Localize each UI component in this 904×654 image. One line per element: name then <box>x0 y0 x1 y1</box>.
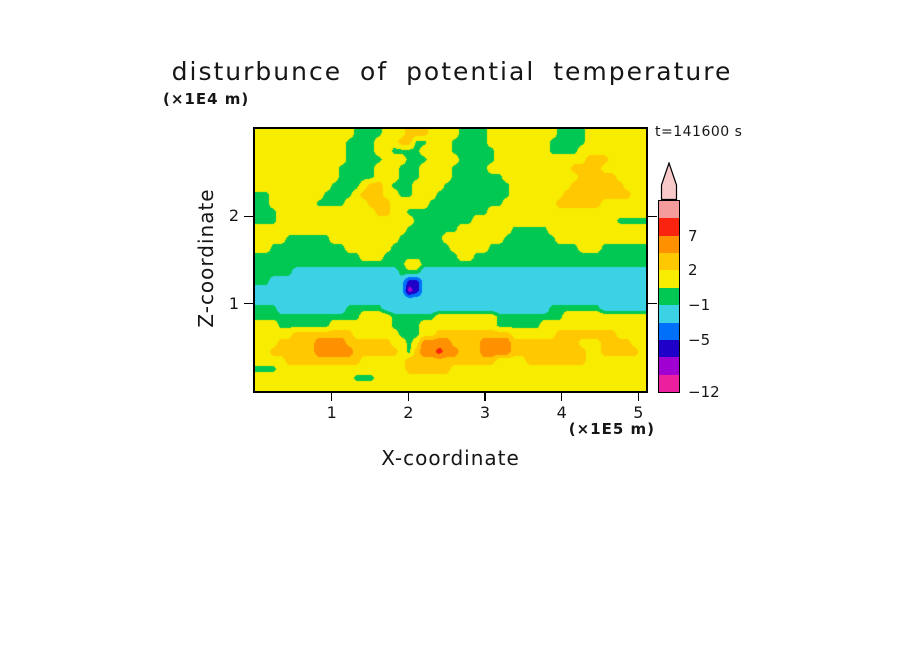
x-axis-label: X-coordinate <box>381 446 520 470</box>
x-axis-tick <box>407 393 410 401</box>
x-axis-unit: (×1E5 m) <box>568 420 655 438</box>
x-axis-tick <box>560 393 563 401</box>
colorbar-block <box>659 235 679 254</box>
colorbar-block <box>659 201 679 219</box>
y-axis-tick-right <box>648 302 657 305</box>
colorbar-block <box>659 218 679 236</box>
colorbar-block <box>659 322 679 340</box>
colorbar-block <box>659 374 679 392</box>
x-axis-tick <box>637 393 640 401</box>
x-axis-tick <box>330 393 333 401</box>
x-axis-tick-label: 4 <box>556 403 567 422</box>
y-axis-unit: (×1E4 m) <box>163 90 250 108</box>
colorbar-tick-label: −5 <box>688 330 711 349</box>
colorbar-block <box>659 339 679 358</box>
plot-area <box>253 127 648 393</box>
x-axis-tick-label: 1 <box>326 403 337 422</box>
colorbar <box>658 200 680 393</box>
y-axis-tick-label: 1 <box>228 293 239 313</box>
plot-title: disturbunce of potential temperature <box>171 57 733 86</box>
y-axis-tick-right <box>648 215 657 218</box>
colorbar-block <box>659 287 679 306</box>
x-axis-tick-label: 2 <box>403 403 414 422</box>
colorbar-block <box>659 357 679 375</box>
y-axis-tick <box>244 302 253 305</box>
colorbar-block <box>659 253 679 271</box>
x-axis-tick-label: 5 <box>633 403 644 422</box>
x-axis-tick-label: 3 <box>479 403 491 422</box>
y-axis-tick-label: 2 <box>228 206 239 226</box>
x-axis-tick <box>484 393 486 401</box>
colorbar-tick-label: 7 <box>688 226 698 245</box>
colorbar-tick-label: −12 <box>688 383 720 401</box>
y-axis-tick <box>244 215 253 218</box>
time-annotation: t=141600 s <box>655 124 743 140</box>
colorbar-block <box>659 305 679 323</box>
colorbar-block <box>659 270 679 288</box>
colorbar-tick-label: −1 <box>688 296 711 315</box>
colorbar-tick-label: 2 <box>688 261 698 280</box>
contour-field <box>255 129 646 391</box>
colorbar-arrow-icon <box>658 161 680 201</box>
